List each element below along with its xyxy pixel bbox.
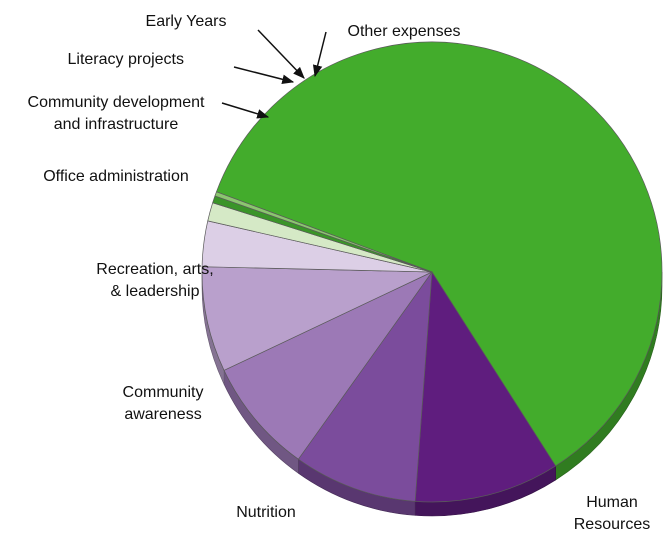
label-community-awareness: Community awareness: [123, 384, 204, 423]
label-human-resources: Human Resources: [574, 494, 650, 533]
arrow-literacy-projects: [233, 66, 295, 84]
label-office-administration-line-1: Office administration: [43, 168, 189, 185]
label-nutrition: Nutrition: [236, 504, 296, 521]
label-other-expenses-line-1: Other expenses: [348, 23, 461, 40]
arrow-early-years: [257, 29, 305, 79]
label-other-expenses: Other expenses: [348, 23, 461, 40]
label-human-resources-line-2: Resources: [574, 516, 650, 533]
label-community-awareness-line-2: awareness: [124, 406, 201, 423]
label-human-resources-line-1: Human: [586, 494, 638, 511]
pie-slices: [201, 41, 663, 503]
label-office-administration: Office administration: [43, 168, 189, 185]
slice-labels: Human Resources Nutrition Community awarenes…: [28, 13, 651, 533]
arrow-community-development-and-infrastructure: [221, 102, 270, 119]
pie-slice-other-expenses: [214, 191, 433, 273]
label-early-years: Early Years: [146, 13, 227, 30]
pie-slice-human-resources: [216, 41, 663, 467]
pie-slice-nutrition: [414, 271, 556, 503]
label-literacy-projects-line-1: Literacy projects: [68, 51, 185, 68]
label-community-development-and-infrastructure-line-1: Community development: [28, 94, 206, 111]
arrow-other-expenses: [312, 31, 327, 78]
label-early-years-line-1: Early Years: [146, 13, 227, 30]
pie-slice-recreation-arts-and-leadership: [223, 271, 433, 460]
pie-slice-community-awareness: [298, 271, 433, 502]
label-nutrition-line-1: Nutrition: [236, 504, 296, 521]
label-literacy-projects: Literacy projects: [68, 51, 185, 68]
label-recreation-arts-and-leadership-line-1: Recreation, arts,: [96, 261, 213, 278]
label-community-development-and-infrastructure: Community development and infrastructure: [28, 94, 206, 133]
label-recreation-arts-and-leadership: Recreation, arts, & leadership: [96, 261, 213, 300]
pie-slice-office-administration: [201, 266, 433, 371]
label-recreation-arts-and-leadership-line-2: & leadership: [111, 283, 200, 300]
label-community-awareness-line-1: Community: [123, 384, 204, 401]
label-community-development-and-infrastructure-line-2: and infrastructure: [54, 116, 179, 133]
label-arrows: [221, 29, 327, 119]
